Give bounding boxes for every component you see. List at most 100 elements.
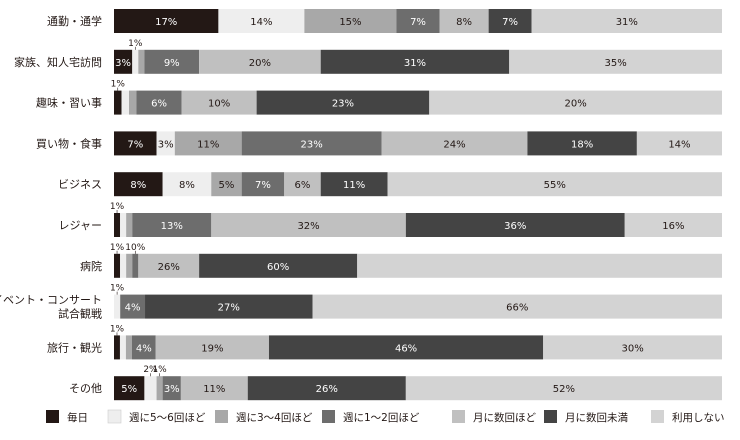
- data-label: 11%: [343, 180, 365, 191]
- data-label: 60%: [267, 262, 289, 273]
- data-label: 20%: [565, 99, 587, 110]
- data-label: 7%: [410, 17, 426, 28]
- data-label: 8%: [130, 180, 146, 191]
- bar-segment: [247, 376, 406, 401]
- data-label: 36%: [504, 221, 526, 232]
- bar-segment: [396, 9, 440, 33]
- category-label: 趣味・習い事: [36, 96, 102, 110]
- bar-segment: [156, 376, 163, 401]
- data-label: 55%: [544, 180, 566, 191]
- category-label: 通勤・通学: [47, 14, 102, 28]
- bar-segment: [543, 335, 722, 360]
- bar-segment: [256, 90, 430, 115]
- data-label: 3%: [158, 139, 174, 150]
- bar-segment: [429, 90, 722, 115]
- data-label: 32%: [297, 221, 319, 232]
- bar-segment: [488, 9, 532, 33]
- data-label: 1%: [110, 324, 125, 334]
- category-label-line: 試合観戦: [58, 307, 102, 321]
- bar-segment: [144, 49, 200, 74]
- bar-segment: [405, 213, 625, 237]
- bar-segment: [119, 335, 126, 360]
- bar-segment: [114, 335, 120, 360]
- category-label: 旅行・観光: [47, 340, 102, 354]
- bar-segment: [114, 253, 121, 278]
- bar-segment: [138, 253, 200, 278]
- bar-segment: [312, 294, 722, 319]
- bar-segment: [199, 49, 321, 74]
- category-label: 買い物・食事: [36, 136, 102, 150]
- bar-segment: [320, 49, 510, 74]
- data-label: 14%: [250, 17, 272, 28]
- bar-segment: [509, 49, 722, 74]
- bar-segment: [120, 294, 146, 319]
- bar-segment: [199, 253, 358, 278]
- bar-segment: [144, 376, 157, 401]
- category-label: レジャー: [59, 219, 102, 232]
- bar-segment: [180, 376, 248, 401]
- data-label: 6%: [151, 99, 167, 110]
- bar-segment: [211, 172, 242, 197]
- bar-segment: [114, 294, 121, 319]
- data-label: 5%: [219, 180, 235, 191]
- data-label: 17%: [155, 17, 177, 28]
- bar-segment: [114, 213, 121, 237]
- bar-segment: [120, 213, 127, 237]
- bar-segment: [155, 335, 269, 360]
- legend-swatch: [46, 410, 59, 423]
- bar-segment: [136, 90, 182, 115]
- data-label: 46%: [395, 343, 417, 354]
- bar-segment: [162, 376, 181, 401]
- data-label: 11%: [197, 139, 219, 150]
- legend-label: 毎日: [67, 411, 88, 424]
- data-label: 8%: [456, 17, 472, 28]
- bar-segment: [132, 213, 212, 237]
- legend-swatch: [452, 410, 465, 423]
- data-label: 1%: [110, 243, 125, 253]
- bar-segment: [181, 90, 257, 115]
- bar-segment: [129, 90, 137, 115]
- data-label: 13%: [161, 221, 183, 232]
- bar-segment: [114, 131, 157, 156]
- bar-segment: [121, 90, 130, 115]
- bar-segment: [156, 131, 175, 156]
- bar-segment: [636, 131, 722, 156]
- data-label: 66%: [506, 303, 528, 314]
- data-label: 4%: [125, 303, 141, 314]
- data-label: 3%: [164, 384, 180, 395]
- bar-segment: [162, 172, 212, 197]
- bar-segment: [114, 172, 163, 197]
- category-label: 病院: [80, 259, 102, 273]
- data-label: 16%: [662, 221, 684, 232]
- bar-segment: [114, 9, 219, 33]
- legend-label: 週に1～2回ほど: [343, 412, 420, 424]
- bar-segment: [439, 9, 489, 33]
- legend-label: 月に数回ほど: [473, 411, 536, 424]
- bar-segment: [241, 172, 285, 197]
- data-label: 9%: [164, 58, 180, 69]
- data-label: 5%: [121, 384, 137, 395]
- data-label: 7%: [127, 139, 143, 150]
- bar-segment: [132, 49, 139, 74]
- bar-segment: [145, 294, 313, 319]
- data-label: 10%: [208, 99, 230, 110]
- data-label: 1%: [110, 284, 125, 294]
- category-label: 家族、知人宅訪問: [14, 55, 102, 69]
- data-label: 23%: [332, 99, 354, 110]
- legend-swatch: [215, 410, 228, 423]
- bar-segment: [527, 131, 637, 156]
- data-label: 1%: [152, 365, 167, 375]
- data-label: 27%: [218, 303, 240, 314]
- legend-swatch: [322, 410, 335, 423]
- bar-segment: [531, 9, 722, 33]
- category-label: ビジネス: [58, 178, 102, 191]
- data-label: 31%: [616, 17, 638, 28]
- data-label: 19%: [201, 343, 223, 354]
- bar-segment: [357, 253, 722, 278]
- data-label: 24%: [443, 139, 465, 150]
- bar-segment: [126, 253, 133, 278]
- bar-segment: [268, 335, 544, 360]
- bar-segment: [387, 172, 722, 197]
- data-label: 11%: [203, 384, 225, 395]
- category-label-line: イベント・コンサート: [0, 294, 102, 307]
